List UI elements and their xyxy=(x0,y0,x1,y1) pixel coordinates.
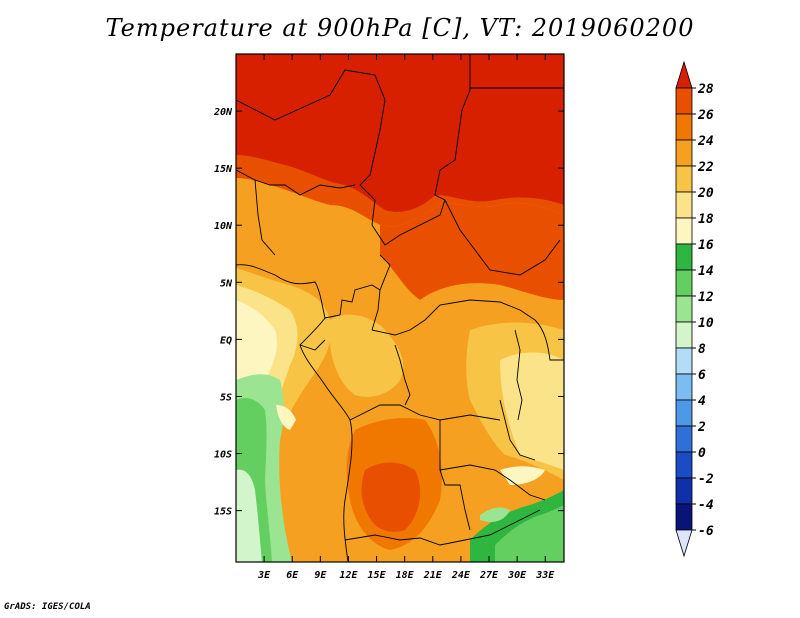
colorbar-label: 14 xyxy=(698,264,714,279)
map-title: Temperature at 900hPa [C], VT: 201906020… xyxy=(105,14,695,42)
colorbar-label: 18 xyxy=(698,212,714,227)
lat-tick-label: 10N xyxy=(214,221,233,232)
lon-tick-label: 9E xyxy=(314,570,327,581)
colorbar-segment xyxy=(675,269,693,297)
colorbar-segment xyxy=(675,243,693,271)
lon-tick-label: 33E xyxy=(535,570,555,581)
colorbar-label: 20 xyxy=(697,186,714,201)
lat-tick-label: 10S xyxy=(214,450,232,461)
lon-tick-label: 30E xyxy=(507,570,527,581)
colorbar-segment xyxy=(675,217,693,245)
lat-tick-label: EQ xyxy=(220,335,232,346)
colorbar-segment xyxy=(675,529,693,558)
colorbar-segment xyxy=(675,503,693,531)
colorbar-segment xyxy=(675,425,693,453)
colorbar-segment xyxy=(675,165,693,193)
lon-tick-label: 18E xyxy=(396,570,415,581)
lat-tick-label: 15S xyxy=(214,507,232,518)
lon-tick-label: 21E xyxy=(423,570,443,581)
colorbar-segment xyxy=(675,60,693,89)
lat-tick-label: 20N xyxy=(213,107,233,118)
colorbar-segment xyxy=(675,295,693,323)
colorbar-label: 8 xyxy=(698,342,706,357)
colorbar-label: 0 xyxy=(698,446,706,461)
colorbar-label: 24 xyxy=(697,134,714,149)
lat-tick-label: 5S xyxy=(220,392,232,403)
colorbar-segment xyxy=(675,347,693,375)
colorbar-label: 10 xyxy=(698,316,714,331)
footer-credit: GrADS: IGES/COLA xyxy=(4,602,91,612)
country-boundaries xyxy=(236,54,564,562)
colorbar-label: 26 xyxy=(697,108,714,123)
colorbar-segment xyxy=(675,113,693,141)
colorbar-label: -6 xyxy=(698,524,714,539)
colorbar-segment xyxy=(675,191,693,219)
lon-tick-label: 12E xyxy=(339,570,358,581)
map-frame xyxy=(235,53,565,563)
colorbar-label: -4 xyxy=(698,498,714,513)
colorbar-label: 16 xyxy=(698,238,714,253)
lon-tick-label: 27E xyxy=(479,570,499,581)
colorbar-segment xyxy=(675,373,693,401)
colorbar-segment xyxy=(675,477,693,505)
colorbar-segment xyxy=(675,399,693,427)
colorbar-segment xyxy=(675,321,693,349)
colorbar-label: -2 xyxy=(698,472,714,487)
colorbar-segment xyxy=(675,139,693,167)
lon-tick-label: 3E xyxy=(257,570,271,581)
lon-tick-label: 24E xyxy=(451,570,471,581)
lat-tick-label: 15N xyxy=(214,164,233,175)
colorbar-label: 4 xyxy=(698,394,706,409)
lat-tick-label: 5N xyxy=(220,278,233,289)
colorbar-label: 2 xyxy=(697,420,706,435)
colorbar-segment xyxy=(675,451,693,479)
colorbar-label: 12 xyxy=(698,290,714,305)
lon-tick-label: 6E xyxy=(286,570,299,581)
lon-tick-label: 15E xyxy=(368,570,387,581)
colorbar-label: 22 xyxy=(697,160,714,175)
longitude-axis: 3E 6E 9E 12E 15E 18E 21E 24E 27E 30E 33E xyxy=(257,54,555,581)
colorbar-label: 6 xyxy=(698,368,706,383)
colorbar-label: 28 xyxy=(697,82,714,97)
latitude-axis: 20N 15N 10N 5N EQ 5S 10S 15S xyxy=(213,107,564,518)
colorbar-segment xyxy=(675,87,693,115)
